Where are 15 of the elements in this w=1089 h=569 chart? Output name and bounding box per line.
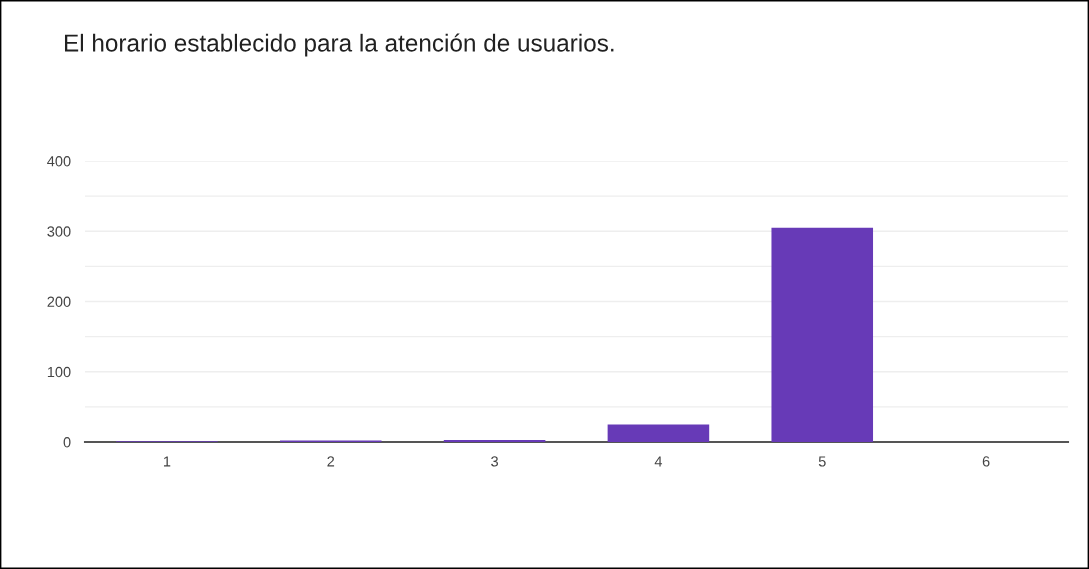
bar: [771, 227, 874, 442]
y-tick-label: 200: [47, 296, 71, 307]
x-tick-label: 6: [982, 456, 990, 467]
x-tick-label: 2: [327, 456, 335, 467]
x-tick-label: 1: [163, 456, 171, 467]
x-tick-label: 3: [491, 456, 498, 467]
x-tick-label: 5: [818, 456, 826, 467]
chart-title: El horario establecido para la atención de usuarios.: [64, 33, 614, 57]
x-tick-label: 4: [654, 456, 663, 467]
y-tick-label: 100: [47, 366, 71, 378]
y-tick-label: 400: [47, 156, 71, 167]
y-tick-label: 0: [63, 437, 71, 448]
y-tick-label: 300: [47, 226, 71, 237]
bar: [443, 439, 546, 442]
bar: [607, 424, 710, 442]
